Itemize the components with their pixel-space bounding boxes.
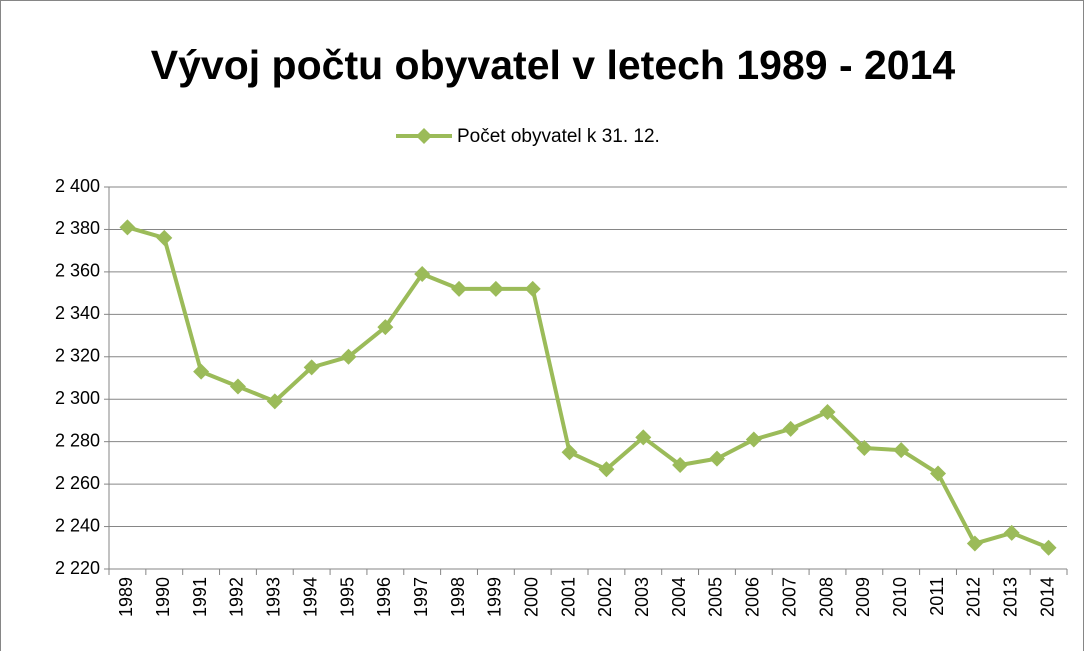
x-tick-label: 2012: [964, 577, 984, 617]
point-marker: [1003, 524, 1020, 541]
x-tick-label: 2005: [706, 577, 726, 617]
x-tick-label: 1995: [337, 577, 357, 617]
point-marker: [672, 457, 689, 474]
point-marker: [340, 348, 357, 365]
x-tick-label: 2004: [669, 577, 689, 617]
x-tick-label: 1994: [300, 577, 320, 617]
point-marker: [745, 431, 762, 448]
point-marker: [303, 359, 320, 376]
y-tick-label: 2 240: [55, 515, 100, 535]
x-tick-label: 1996: [374, 577, 394, 617]
point-marker: [487, 280, 504, 297]
y-tick-label: 2 360: [55, 261, 100, 281]
x-tick-label: 2007: [779, 577, 799, 617]
x-tick-label: 2011: [927, 577, 947, 616]
point-marker: [266, 393, 283, 410]
point-marker: [782, 420, 799, 437]
legend-marker: [416, 128, 432, 144]
x-tick-label: 2001: [558, 577, 578, 617]
x-tick-label: 1999: [485, 577, 505, 617]
point-marker: [119, 219, 136, 236]
x-tick-label: 1997: [411, 577, 431, 617]
x-tick-label: 1991: [190, 577, 210, 617]
x-tick-label: 1998: [448, 577, 468, 617]
y-tick-label: 2 380: [55, 218, 100, 238]
legend-label: Počet obyvatel k 31. 12.: [457, 126, 660, 147]
x-tick-label: 2006: [743, 577, 763, 617]
y-tick-label: 2 260: [55, 473, 100, 493]
y-tick-label: 2 300: [55, 388, 100, 408]
x-tick-label: 2013: [1000, 577, 1020, 617]
point-marker: [414, 266, 431, 283]
point-marker: [966, 535, 983, 552]
point-marker: [451, 280, 468, 297]
point-marker: [893, 442, 910, 459]
x-tick-label: 2009: [853, 577, 873, 617]
point-marker: [635, 429, 652, 446]
y-tick-label: 2 320: [55, 346, 100, 366]
y-tick-label: 2 220: [55, 558, 100, 578]
point-marker: [819, 403, 836, 420]
x-tick-label: 1992: [227, 577, 247, 617]
point-marker: [1040, 539, 1057, 556]
x-tick-label: 2002: [595, 577, 615, 617]
chart-title: Vývoj počtu obyvatel v letech 1989 - 201…: [151, 42, 956, 88]
point-marker: [598, 461, 615, 478]
point-marker: [930, 465, 947, 482]
point-marker: [193, 363, 210, 380]
x-tick-label: 1993: [264, 577, 284, 617]
x-tick-label: 2003: [632, 577, 652, 617]
point-marker: [377, 319, 394, 336]
point-marker: [561, 444, 578, 461]
point-marker: [524, 280, 541, 297]
y-tick-label: 2 280: [55, 430, 100, 450]
x-tick-label: 2008: [816, 577, 836, 617]
point-marker: [708, 450, 725, 467]
x-tick-label: 2000: [521, 577, 541, 617]
point-marker: [856, 440, 873, 457]
x-tick-label: 1989: [116, 577, 136, 617]
x-tick-label: 2014: [1037, 577, 1057, 617]
x-tick-label: 2010: [890, 577, 910, 617]
y-tick-label: 2 340: [55, 303, 100, 323]
x-tick-label: 1990: [153, 577, 173, 617]
point-marker: [229, 378, 246, 395]
y-tick-label: 2 400: [55, 176, 100, 196]
point-marker: [156, 229, 173, 246]
